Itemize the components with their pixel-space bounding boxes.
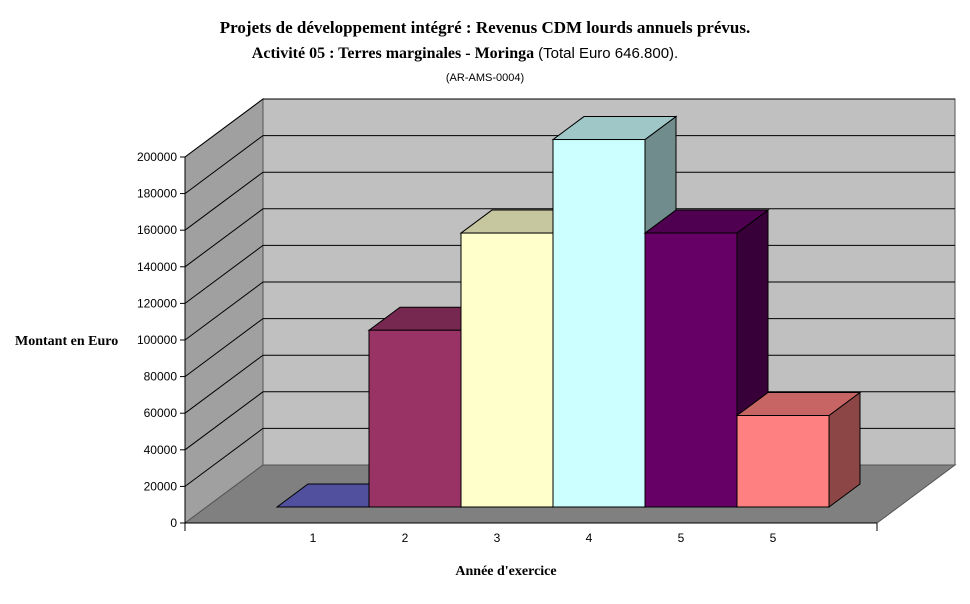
bar-front <box>736 415 830 508</box>
x-tick-label: 4 <box>586 531 593 545</box>
chart-bars <box>275 115 862 508</box>
bar <box>643 209 770 508</box>
y-axis-title: Montant en Euro <box>15 334 118 349</box>
chart-axes <box>180 156 878 531</box>
bar-front <box>644 232 738 508</box>
x-tick-labels: 1 2 3 4 5 5 <box>310 531 777 545</box>
x-axis-title: Année d'exercice <box>455 564 556 579</box>
y-tick-labels: 0 20000 40000 60000 80000 100000 120000 140000 1… <box>137 150 177 530</box>
chart-title-line1: Projets de développement intégré : Reven… <box>219 18 751 37</box>
x-tick-label: 2 <box>402 531 409 545</box>
y-tick-label: 120000 <box>137 296 177 310</box>
chart-subtitle: (AR-AMS-0004) <box>445 72 525 84</box>
x-tick-label: 3 <box>494 531 501 545</box>
x-tick-label: 1 <box>310 531 317 545</box>
y-tick-label: 160000 <box>137 223 177 237</box>
bar-front <box>460 232 554 508</box>
bar-front <box>552 139 646 508</box>
y-tick-label: 100000 <box>137 333 177 347</box>
y-tick-label: 140000 <box>137 260 177 274</box>
chart-title-line2-main: Activité 05 : Terres marginales - Moring… <box>251 45 535 62</box>
chart-title-line2-total: (Total Euro 646.800). <box>538 45 679 62</box>
y-tick-label: 200000 <box>137 150 177 164</box>
y-tick-label: 0 <box>170 516 177 530</box>
bar <box>735 391 862 508</box>
y-tick-label: 180000 <box>137 187 177 201</box>
y-tick-label: 60000 <box>144 406 178 420</box>
x-tick-label: 5 <box>678 531 685 545</box>
y-tick-label: 80000 <box>144 370 178 384</box>
y-tick-label: 20000 <box>144 479 178 493</box>
gridline <box>184 171 955 231</box>
gridline <box>184 135 955 195</box>
x-tick-label: 5 <box>770 531 777 545</box>
gridline <box>184 208 955 268</box>
y-tick-label: 40000 <box>144 443 178 457</box>
chart-title-line2: Activité 05 : Terres marginales - Moring… <box>0 45 950 63</box>
gridline <box>184 98 955 158</box>
bar-front <box>368 329 462 508</box>
